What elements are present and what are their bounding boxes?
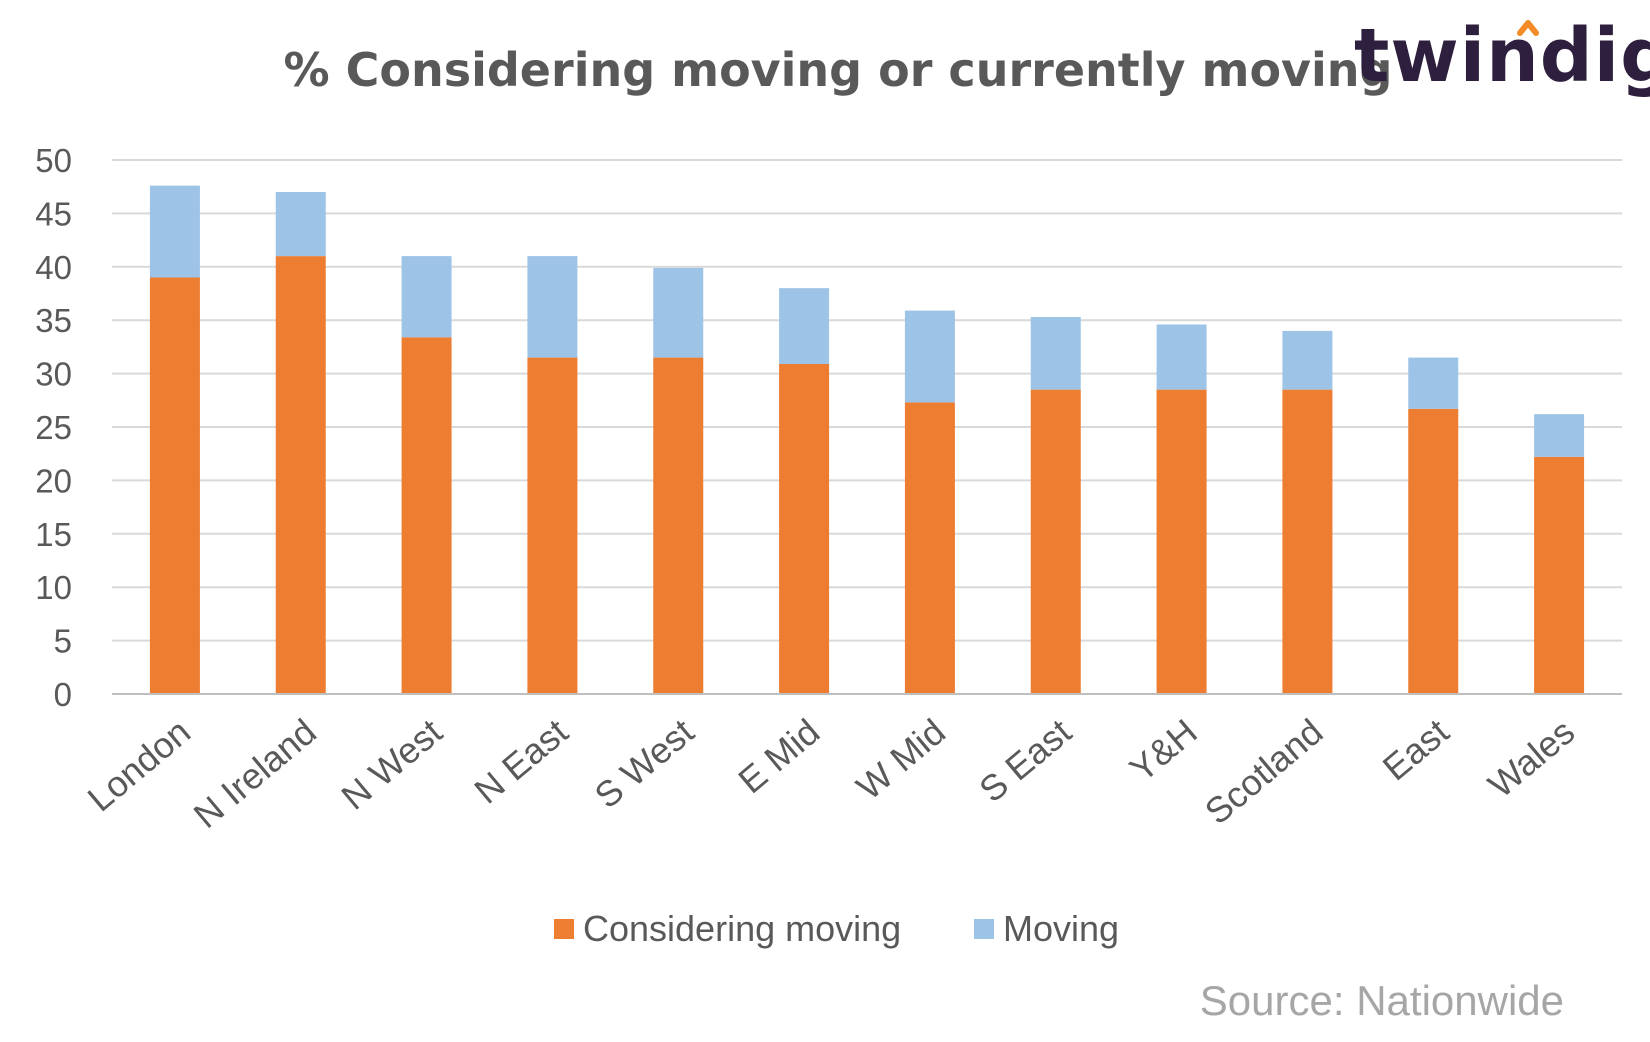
source-note: Source: Nationwide [1200,977,1564,1024]
bar-moving-1 [275,192,326,257]
bar-considering-6 [904,402,955,694]
bar-moving-11 [1534,414,1585,457]
y-tick-label: 35 [35,302,72,339]
y-tick-label: 50 [35,142,72,179]
bar-considering-9 [1282,389,1333,694]
bar-considering-11 [1534,456,1585,694]
y-tick-label: 40 [35,249,72,286]
bar-moving-9 [1282,330,1333,390]
bar-considering-4 [653,357,704,694]
bar-considering-7 [1030,389,1081,694]
bar-considering-2 [401,337,452,694]
category-label: N Ireland [186,711,324,836]
y-tick-label: 45 [35,195,72,232]
logo-text: twindig [1354,13,1650,99]
category-label: E Mid [730,711,827,802]
category-label: Y&H [1122,711,1205,790]
bars [149,185,1585,694]
y-tick-label: 5 [54,623,72,660]
legend-swatch-considering [554,919,574,939]
bar-moving-7 [1030,316,1081,390]
y-tick-label: 10 [35,569,72,606]
category-label: Wales [1480,711,1582,806]
category-label: Scotland [1197,711,1331,832]
bar-moving-5 [779,288,830,364]
bar-moving-0 [149,185,200,278]
chart-title: % Considering moving or currently moving [284,43,1393,97]
category-label: N East [466,711,575,812]
bar-considering-8 [1156,389,1207,694]
category-label: W Mid [849,711,953,808]
category-label: S West [587,711,702,817]
bar-considering-10 [1408,408,1459,694]
category-label: London [80,711,198,820]
y-tick-label: 0 [54,676,72,713]
legend-label-moving: Moving [1003,908,1119,949]
bar-moving-6 [904,310,955,403]
bar-moving-10 [1408,357,1459,409]
bar-moving-4 [653,267,704,358]
y-tick-label: 15 [35,516,72,553]
y-axis-ticks: 0 5 10 15 20 25 30 35 40 45 50 [35,142,72,713]
logo-roof-icon [1517,20,1539,36]
bar-moving-3 [527,256,578,358]
bar-considering-1 [275,256,326,694]
bar-moving-2 [401,256,452,338]
category-label: N West [333,711,449,818]
bar-considering-5 [779,363,830,694]
legend-label-considering: Considering moving [583,908,901,949]
twindig-logo: twindig [1354,13,1650,99]
category-label: East [1375,711,1457,789]
category-label: S East [971,711,1079,811]
y-tick-label: 25 [35,409,72,446]
bar-moving-8 [1156,324,1207,390]
gridlines [112,159,1622,642]
legend-swatch-moving [974,919,994,939]
y-tick-label: 20 [35,462,72,499]
bar-considering-0 [149,277,200,694]
bar-considering-3 [527,357,578,694]
legend: Considering moving Moving [554,908,1119,949]
y-tick-label: 30 [35,356,72,393]
